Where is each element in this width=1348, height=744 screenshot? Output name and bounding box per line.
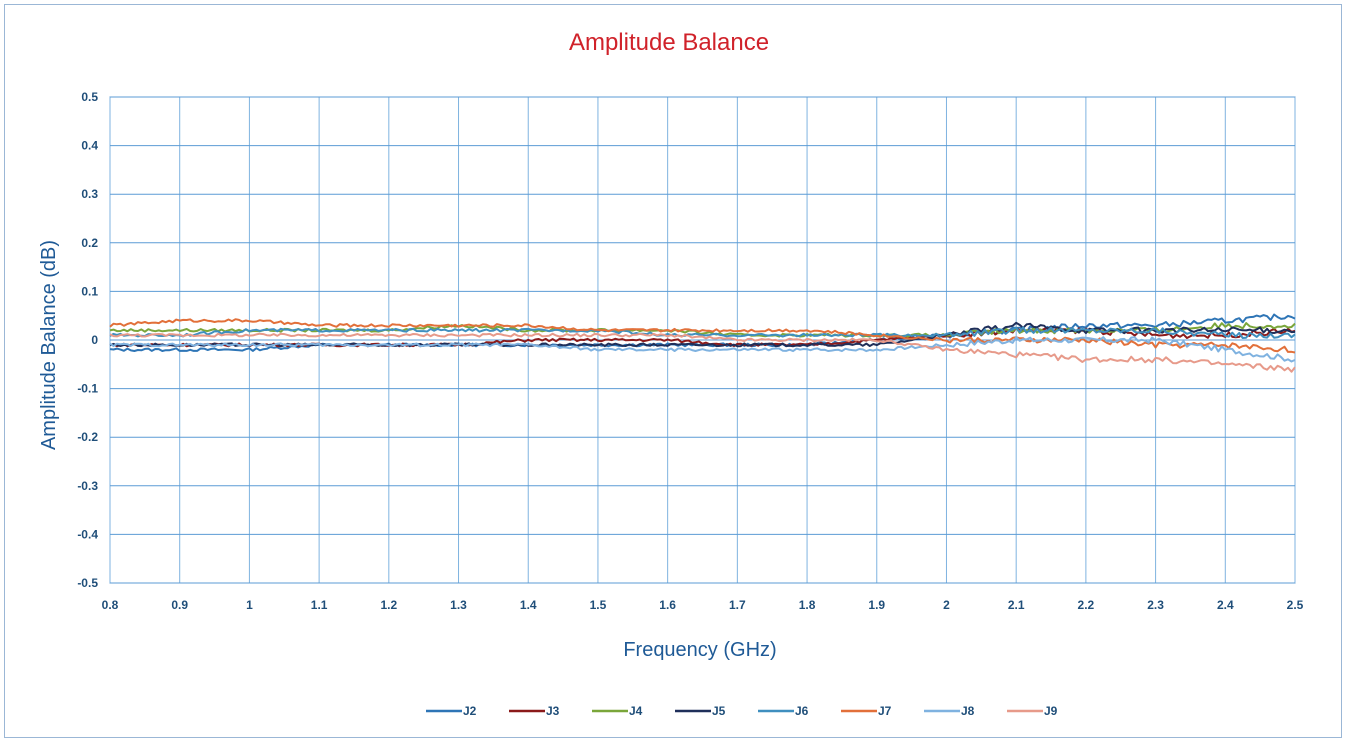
x-tick-label: 1.7 [729,598,746,612]
x-tick-label: 2.5 [1287,598,1304,612]
x-tick-label: 1.9 [868,598,885,612]
legend-label-j9: J9 [1044,704,1058,718]
x-tick-label: 0.8 [102,598,119,612]
legend-label-j7: J7 [878,704,892,718]
y-tick-label: -0.3 [77,479,98,493]
x-tick-label: 1.3 [450,598,467,612]
y-tick-label: -0.4 [77,527,98,541]
legend-label-j6: J6 [795,704,809,718]
x-tick-label: 1.4 [520,598,537,612]
y-tick-label: -0.2 [77,430,98,444]
tick-layer: 0.8 0.9 1 1.1 1.2 1.3 1.4 1.5 1.6 1.7 1.8 1.9 2 2.1 2.… [77,90,1303,612]
y-tick-label: -0.5 [77,576,98,590]
y-tick-label: 0 [91,333,98,347]
x-tick-label: 1.2 [380,598,397,612]
y-tick-label: 0.2 [81,236,98,250]
x-tick-label: 1.8 [799,598,816,612]
legend-label-j5: J5 [712,704,726,718]
legend-label-j4: J4 [629,704,643,718]
legend: J2 J3 J4 J5 J6 J7 J8 J9 [426,704,1058,718]
x-tick-label: 2.3 [1147,598,1164,612]
x-tick-label: 2.4 [1217,598,1234,612]
x-tick-label: 2 [943,598,950,612]
x-tick-label: 1.5 [590,598,607,612]
series-line-j6 [109,326,1296,339]
x-tick-label: 2.2 [1078,598,1095,612]
y-tick-label: -0.1 [77,382,98,396]
x-tick-label: 0.9 [171,598,188,612]
chart-frame: Amplitude Balance 0.8 0.9 1 1.1 1.2 1.3 1.4 1.5… [4,4,1342,738]
x-tick-label: 1.6 [659,598,676,612]
series-layer [109,313,1296,373]
y-tick-label: 0.3 [81,187,98,201]
x-tick-label: 1 [246,598,253,612]
y-tick-label: 0.1 [81,284,98,298]
legend-label-j3: J3 [546,704,560,718]
legend-label-j8: J8 [961,704,975,718]
series-line-j9 [109,332,1296,373]
amplitude-balance-chart: Amplitude Balance 0.8 0.9 1 1.1 1.2 1.3 1.4 1.5… [38,29,1304,718]
series-line-j8 [109,336,1296,363]
x-tick-label: 2.1 [1008,598,1025,612]
y-tick-label: 0.5 [81,90,98,104]
y-axis-title: Amplitude Balance (dB) [38,240,60,450]
legend-label-j2: J2 [463,704,477,718]
x-tick-label: 1.1 [311,598,328,612]
x-axis-title: Frequency (GHz) [623,639,776,661]
chart-title: Amplitude Balance [569,29,769,56]
y-tick-label: 0.4 [81,139,98,153]
